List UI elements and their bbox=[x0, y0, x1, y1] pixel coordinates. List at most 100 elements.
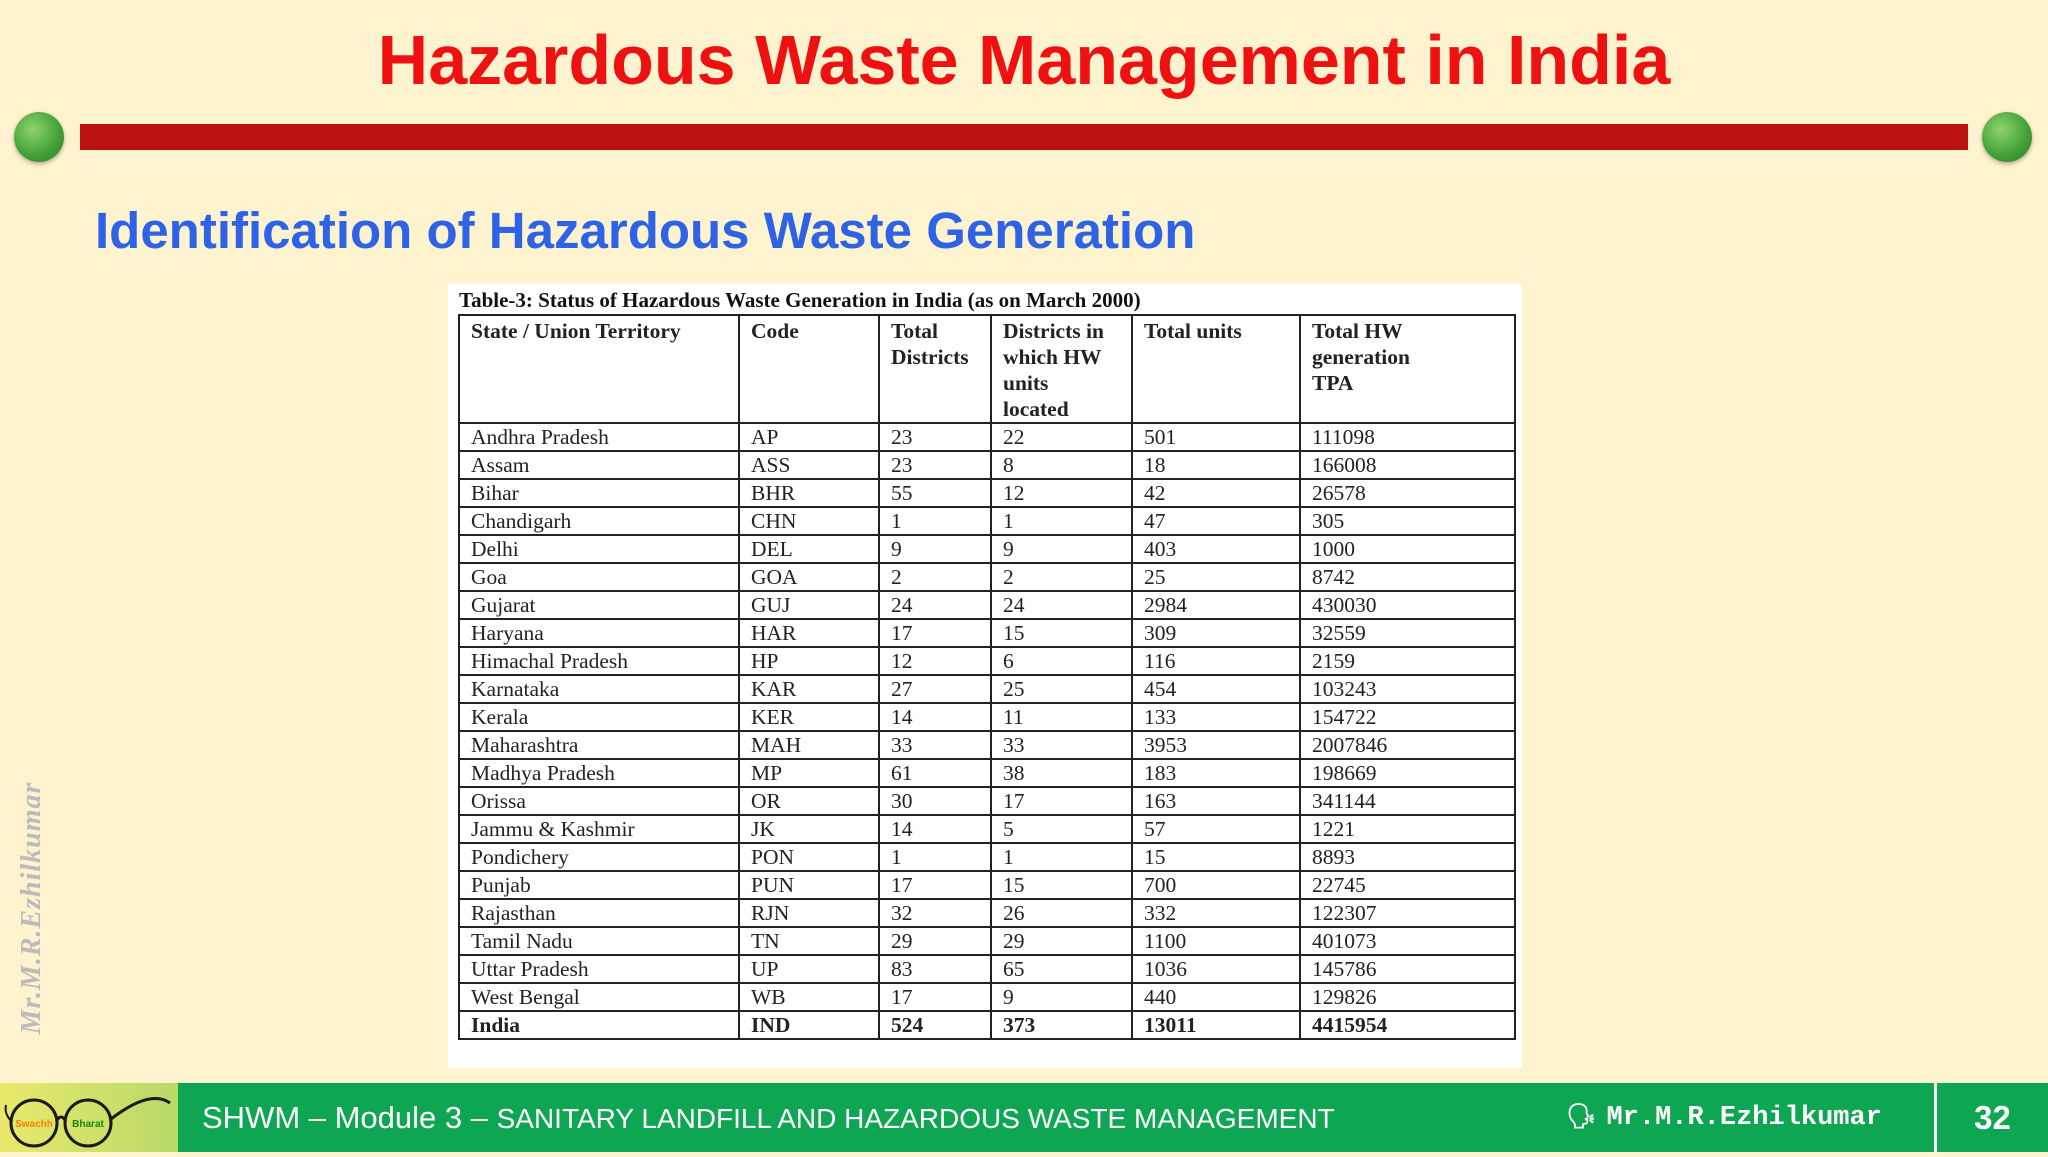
cell-total-units: 332 bbox=[1131, 898, 1301, 928]
hazardous-waste-table: State / Union Territory Code Total Distri… bbox=[458, 314, 1516, 1040]
table-row: Karnataka KAR 27 25 454 103243 bbox=[458, 674, 1516, 704]
cell-total-districts: 24 bbox=[878, 590, 992, 620]
cell-code: KAR bbox=[738, 674, 880, 704]
cell-total-hw-generation: 122307 bbox=[1299, 898, 1516, 928]
cell-state: Kerala bbox=[458, 702, 740, 732]
table-header-row: State / Union Territory Code Total Distri… bbox=[458, 314, 1516, 424]
cell-total-districts: 1 bbox=[878, 842, 992, 872]
cell-total-districts: 17 bbox=[878, 982, 992, 1012]
table-row: Jammu & Kashmir JK 14 5 57 1221 bbox=[458, 814, 1516, 844]
cell-code: OR bbox=[738, 786, 880, 816]
cell-total-districts: 32 bbox=[878, 898, 992, 928]
cell-districts-with-units: 6 bbox=[990, 646, 1133, 676]
cell-districts-with-units: 1 bbox=[990, 842, 1133, 872]
table-row: Goa GOA 2 2 25 8742 bbox=[458, 562, 1516, 592]
cell-state: Gujarat bbox=[458, 590, 740, 620]
speaker-head-icon: 🗣 bbox=[1566, 1102, 1597, 1130]
cell-total-districts: 14 bbox=[878, 814, 992, 844]
cell-total-districts: 14 bbox=[878, 702, 992, 732]
cell-state: Bihar bbox=[458, 478, 740, 508]
cell-code: MAH bbox=[738, 730, 880, 760]
cell-districts-with-units: 33 bbox=[990, 730, 1133, 760]
cell-code: PUN bbox=[738, 870, 880, 900]
slide-title: Hazardous Waste Management in India bbox=[377, 21, 1671, 99]
cell-state: Punjab bbox=[458, 870, 740, 900]
cell-districts-with-units: 1 bbox=[990, 506, 1133, 536]
cell-total-hw-generation: 401073 bbox=[1299, 926, 1516, 956]
cell-total-hw-generation: 103243 bbox=[1299, 674, 1516, 704]
table-row: Maharashtra MAH 33 33 3953 2007846 bbox=[458, 730, 1516, 760]
cell-code: GOA bbox=[738, 562, 880, 592]
header-total-districts: Total Districts bbox=[878, 314, 992, 424]
table-row: West Bengal WB 17 9 440 129826 bbox=[458, 982, 1516, 1012]
cell-code: UP bbox=[738, 954, 880, 984]
cell-districts-with-units: 15 bbox=[990, 618, 1133, 648]
cell-total-hw-generation: 111098 bbox=[1299, 422, 1516, 452]
cell-total-districts: 9 bbox=[878, 534, 992, 564]
cell-total-districts: 1 bbox=[878, 506, 992, 536]
cell-code: WB bbox=[738, 982, 880, 1012]
cell-total-districts: 29 bbox=[878, 926, 992, 956]
cell-total-hw-generation: 32559 bbox=[1299, 618, 1516, 648]
cell-total-units: 183 bbox=[1131, 758, 1301, 788]
header-districts-with-units: Districts in which HW units located bbox=[990, 314, 1133, 424]
cell-total-districts: 2 bbox=[878, 562, 992, 592]
cell-total-units: 3953 bbox=[1131, 730, 1301, 760]
total-cell-districts-with-units: 373 bbox=[990, 1010, 1133, 1040]
table-row: Delhi DEL 9 9 403 1000 bbox=[458, 534, 1516, 564]
table-row: Kerala KER 14 11 133 154722 bbox=[458, 702, 1516, 732]
svg-text:Swachh: Swachh bbox=[15, 1119, 53, 1130]
cell-districts-with-units: 12 bbox=[990, 478, 1133, 508]
cell-total-districts: 83 bbox=[878, 954, 992, 984]
cell-code: DEL bbox=[738, 534, 880, 564]
author-watermark: Mr.M.R.Ezhilkumar bbox=[16, 781, 47, 1035]
cell-total-units: 18 bbox=[1131, 450, 1301, 480]
cell-total-districts: 23 bbox=[878, 422, 992, 452]
cell-districts-with-units: 8 bbox=[990, 450, 1133, 480]
table-row: Orissa OR 30 17 163 341144 bbox=[458, 786, 1516, 816]
cell-total-units: 440 bbox=[1131, 982, 1301, 1012]
cell-state: Assam bbox=[458, 450, 740, 480]
table-total-row: India IND 524 373 13011 4415954 bbox=[458, 1010, 1516, 1040]
cell-state: Chandigarh bbox=[458, 506, 740, 536]
cell-state: Himachal Pradesh bbox=[458, 646, 740, 676]
total-cell-total-hw-generation: 4415954 bbox=[1299, 1010, 1516, 1040]
cell-districts-with-units: 24 bbox=[990, 590, 1133, 620]
cell-state: Delhi bbox=[458, 534, 740, 564]
header-total-hw-generation: Total HW generation TPA bbox=[1299, 314, 1516, 424]
cell-code: BHR bbox=[738, 478, 880, 508]
total-cell-total-units: 13011 bbox=[1131, 1010, 1301, 1040]
cell-districts-with-units: 65 bbox=[990, 954, 1133, 984]
table-row: Tamil Nadu TN 29 29 1100 401073 bbox=[458, 926, 1516, 956]
cell-state: Andhra Pradesh bbox=[458, 422, 740, 452]
cell-state: Orissa bbox=[458, 786, 740, 816]
cell-districts-with-units: 29 bbox=[990, 926, 1133, 956]
cell-code: TN bbox=[738, 926, 880, 956]
cell-state: Tamil Nadu bbox=[458, 926, 740, 956]
cell-total-districts: 17 bbox=[878, 870, 992, 900]
table-row: Andhra Pradesh AP 23 22 501 111098 bbox=[458, 422, 1516, 452]
cell-total-districts: 12 bbox=[878, 646, 992, 676]
cell-districts-with-units: 5 bbox=[990, 814, 1133, 844]
cell-state: Rajasthan bbox=[458, 898, 740, 928]
cell-total-districts: 33 bbox=[878, 730, 992, 760]
table-row: Bihar BHR 55 12 42 26578 bbox=[458, 478, 1516, 508]
header-state: State / Union Territory bbox=[458, 314, 740, 424]
table-row: Punjab PUN 17 15 700 22745 bbox=[458, 870, 1516, 900]
cell-districts-with-units: 38 bbox=[990, 758, 1133, 788]
cell-total-hw-generation: 166008 bbox=[1299, 450, 1516, 480]
cell-total-units: 42 bbox=[1131, 478, 1301, 508]
author-name: Mr.M.R.Ezhilkumar bbox=[1606, 1103, 1882, 1133]
cell-total-hw-generation: 1221 bbox=[1299, 814, 1516, 844]
table-row: Haryana HAR 17 15 309 32559 bbox=[458, 618, 1516, 648]
cell-code: CHN bbox=[738, 506, 880, 536]
cell-total-units: 47 bbox=[1131, 506, 1301, 536]
cell-districts-with-units: 9 bbox=[990, 534, 1133, 564]
cell-total-hw-generation: 305 bbox=[1299, 506, 1516, 536]
cell-state: Madhya Pradesh bbox=[458, 758, 740, 788]
module-name: SANITARY LANDFILL AND HAZARDOUS WASTE MA… bbox=[496, 1103, 1335, 1134]
table-row: Himachal Pradesh HP 12 6 116 2159 bbox=[458, 646, 1516, 676]
cell-total-units: 309 bbox=[1131, 618, 1301, 648]
cell-districts-with-units: 2 bbox=[990, 562, 1133, 592]
cell-state: Maharashtra bbox=[458, 730, 740, 760]
